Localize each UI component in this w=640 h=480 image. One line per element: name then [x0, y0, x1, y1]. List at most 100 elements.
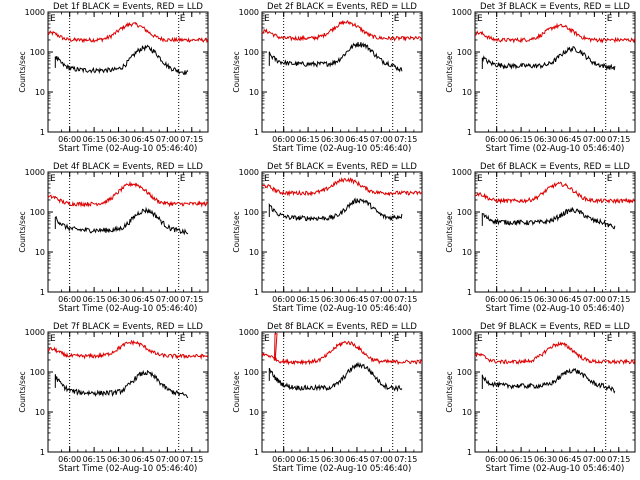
y-tick-label: 10 [35, 248, 45, 257]
corner-mark-right: E [607, 174, 613, 184]
x-tick-label: 07:00 [156, 455, 179, 464]
panel-title: Det 7f BLACK = Events, RED = LLD [53, 322, 203, 332]
corner-mark-right: E [607, 14, 613, 24]
y-tick-label: 1000 [239, 8, 259, 17]
corner-mark-left: E [264, 334, 270, 344]
y-tick-label: 1 [254, 448, 259, 457]
y-tick-label: 1 [254, 128, 259, 137]
x-axis-label: Start Time (02-Aug-10 05:46:40) [59, 464, 198, 474]
y-tick-label: 1000 [25, 8, 45, 17]
y-tick-label: 1 [254, 288, 259, 297]
detector-panel: Det 6f BLACK = Events, RED = LLD 1 10 100 10… [445, 162, 636, 314]
plot-frame [261, 171, 423, 293]
y-tick-label: 100 [30, 368, 45, 377]
y-tick-label: 1000 [452, 8, 472, 17]
y-tick-label: 10 [462, 88, 472, 97]
y-tick-label: 100 [457, 368, 472, 377]
corner-mark-left: E [477, 334, 483, 344]
x-axis-label: Start Time (02-Aug-10 05:46:40) [273, 464, 412, 474]
y-tick-label: 10 [35, 88, 45, 97]
x-tick-label: 07:00 [583, 295, 606, 304]
x-tick-label: 06:00 [272, 455, 295, 464]
x-tick-label: 06:45 [558, 455, 581, 464]
y-tick-label: 10 [35, 408, 45, 417]
detector-panel: Det 4f BLACK = Events, RED = LLD 1 10 100 10… [18, 162, 209, 314]
x-tick-label: 06:45 [558, 135, 581, 144]
y-tick-label: 1000 [452, 328, 472, 337]
x-tick-label: 06:45 [345, 295, 368, 304]
panel-title: Det 3f BLACK = Events, RED = LLD [480, 2, 630, 12]
lld-series-line [261, 19, 423, 42]
lld-series-line [475, 22, 636, 44]
x-axis-label: Start Time (02-Aug-10 05:46:40) [59, 304, 198, 314]
y-tick-label: 1 [467, 448, 472, 457]
y-tick-label: 100 [244, 368, 259, 377]
x-axis-label: Start Time (02-Aug-10 05:46:40) [486, 464, 625, 474]
lld-series-line [474, 181, 635, 205]
detector-panel: Det 5f BLACK = Events, RED = LLD 1 10 100 10… [232, 162, 423, 314]
corner-mark-left: E [477, 14, 483, 24]
x-tick-label: 06:00 [485, 135, 508, 144]
x-tick-label: 06:15 [510, 455, 533, 464]
plot-frame [47, 11, 209, 133]
y-axis-label: Counts/sec [445, 211, 454, 252]
panel-title: Det 1f BLACK = Events, RED = LLD [53, 2, 203, 12]
y-axis-label: Counts/sec [445, 51, 454, 92]
x-tick-label: 07:15 [607, 295, 630, 304]
detector-panel: Det 2f BLACK = Events, RED = LLD 1 10 100 10… [232, 2, 423, 154]
x-tick-label: 06:30 [534, 135, 557, 144]
detector-panel: Det 9f BLACK = Events, RED = LLD 1 10 100 10… [445, 322, 636, 474]
x-tick-label: 06:45 [131, 295, 154, 304]
plot-frame [261, 11, 423, 133]
x-tick-label: 06:30 [107, 135, 130, 144]
y-tick-label: 10 [249, 248, 259, 257]
corner-mark-left: E [264, 14, 270, 24]
corner-mark-left: E [50, 14, 56, 24]
x-tick-label: 06:15 [510, 135, 533, 144]
y-tick-label: 100 [457, 48, 472, 57]
x-axis-label: Start Time (02-Aug-10 05:46:40) [486, 304, 625, 314]
x-tick-label: 07:15 [180, 455, 203, 464]
events-series-line [481, 46, 616, 72]
y-axis-label: Counts/sec [18, 371, 27, 412]
panel-title: Det 5f BLACK = Events, RED = LLD [267, 162, 417, 172]
y-tick-label: 100 [244, 48, 259, 57]
corner-mark-right: E [394, 334, 400, 344]
plot-frame [47, 171, 209, 293]
x-tick-label: 07:00 [370, 295, 393, 304]
y-tick-label: 100 [244, 208, 259, 217]
y-tick-label: 10 [462, 248, 472, 257]
x-tick-label: 06:15 [297, 455, 320, 464]
x-tick-label: 06:00 [58, 455, 81, 464]
corner-mark-right: E [607, 334, 613, 344]
x-tick-label: 07:00 [156, 295, 179, 304]
lld-series-line [47, 180, 209, 208]
panel-title: Det 4f BLACK = Events, RED = LLD [53, 162, 203, 172]
y-axis-label: Counts/sec [232, 211, 241, 252]
corner-mark-right: E [180, 334, 186, 344]
x-tick-label: 06:45 [345, 455, 368, 464]
y-tick-label: 10 [462, 408, 472, 417]
x-tick-label: 07:00 [583, 135, 606, 144]
y-tick-label: 1000 [239, 168, 259, 177]
x-tick-label: 06:45 [345, 135, 368, 144]
y-tick-label: 1000 [25, 168, 45, 177]
plot-frame [261, 331, 423, 453]
corner-mark-left: E [50, 174, 56, 184]
x-tick-label: 07:15 [394, 295, 417, 304]
x-tick-label: 07:15 [607, 455, 630, 464]
panel-title: Det 9f BLACK = Events, RED = LLD [480, 322, 630, 332]
y-tick-label: 100 [30, 48, 45, 57]
panel-title: Det 6f BLACK = Events, RED = LLD [480, 162, 630, 172]
x-tick-label: 06:15 [83, 135, 106, 144]
plot-frame [474, 11, 636, 133]
x-tick-label: 06:00 [272, 295, 295, 304]
x-tick-label: 06:30 [534, 455, 557, 464]
plot-frame [47, 331, 209, 453]
x-tick-label: 06:30 [321, 295, 344, 304]
y-tick-label: 10 [249, 408, 259, 417]
y-tick-label: 1000 [25, 328, 45, 337]
lld-series-line [261, 177, 422, 197]
x-tick-label: 07:15 [607, 135, 630, 144]
events-series-line [268, 42, 403, 73]
